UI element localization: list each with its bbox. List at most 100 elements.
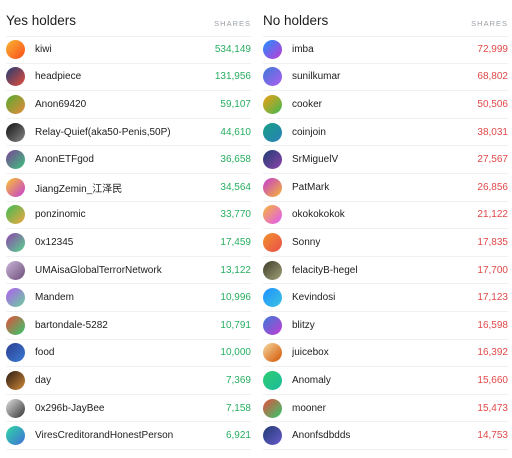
holder-name[interactable]: Anonfsdbdds [292, 430, 351, 442]
gradient-avatar[interactable] [6, 232, 25, 252]
gradient-avatar[interactable] [263, 370, 282, 390]
yes-holders-header: Yes holders SHARES [6, 0, 251, 36]
holder-row[interactable]: Kevindosi 17,123 [263, 284, 508, 312]
holder-name[interactable]: blitzy [292, 319, 315, 331]
holder-name[interactable]: UMAisaGlobalTerrorNetwork [35, 264, 162, 276]
holder-row[interactable]: day 7,369 [6, 367, 251, 395]
holder-shares: 14,753 [477, 430, 508, 442]
holder-row[interactable]: 0x12345 17,459 [6, 229, 251, 257]
holder-row[interactable]: felacityB-hegel 17,700 [263, 257, 508, 285]
photo-avatar[interactable] [263, 343, 282, 363]
holder-name[interactable]: 0x12345 [35, 236, 74, 248]
holder-shares: 17,459 [220, 236, 251, 248]
holder-row[interactable]: coinjoin 38,031 [263, 119, 508, 147]
holder-name[interactable]: bartondale-5282 [35, 319, 108, 331]
gradient-avatar[interactable] [263, 40, 282, 60]
holder-row[interactable]: sunilkumar 68,802 [263, 64, 508, 92]
gradient-avatar[interactable] [263, 398, 282, 418]
holder-name[interactable]: SrMiguelV [292, 154, 339, 166]
holder-name[interactable]: cooker [292, 98, 323, 110]
holder-name[interactable]: PatMark [292, 181, 330, 193]
holder-row[interactable]: JiangZemin_江泽民 34,564 [6, 174, 251, 202]
holder-row[interactable]: Anonfsdbdds 14,753 [263, 422, 508, 450]
gradient-avatar[interactable] [263, 67, 282, 87]
holder-shares: 10,996 [220, 292, 251, 304]
holder-name[interactable]: ponzinomic [35, 209, 86, 221]
gradient-avatar[interactable] [263, 426, 282, 446]
holder-name[interactable]: food [35, 347, 55, 359]
holder-name[interactable]: Anomaly [292, 374, 331, 386]
holder-shares: 7,158 [225, 402, 251, 414]
holder-row[interactable]: ponzinomic 33,770 [6, 202, 251, 230]
gradient-avatar[interactable] [6, 343, 25, 363]
holder-name[interactable]: okokokokok [292, 209, 345, 221]
gradient-avatar[interactable] [6, 205, 25, 225]
gradient-avatar[interactable] [263, 288, 282, 308]
holder-row[interactable]: Mandem 10,996 [6, 284, 251, 312]
holder-name[interactable]: Sonny [292, 236, 321, 248]
gradient-avatar[interactable] [6, 288, 25, 308]
holder-row[interactable]: Relay-Quief(aka50-Penis,50P) 44,610 [6, 119, 251, 147]
gradient-avatar[interactable] [263, 177, 282, 197]
holder-name[interactable]: imba [292, 44, 314, 56]
gradient-avatar[interactable] [263, 122, 282, 142]
holder-row[interactable]: SrMiguelV 27,567 [263, 146, 508, 174]
holder-row[interactable]: ViresCreditorandHonestPerson 6,921 [6, 422, 251, 450]
gradient-avatar[interactable] [263, 315, 282, 335]
holder-row[interactable]: juicebox 16,392 [263, 340, 508, 368]
gradient-avatar[interactable] [6, 150, 25, 170]
holder-row[interactable]: imba 72,999 [263, 36, 508, 64]
holder-shares: 15,473 [477, 402, 508, 414]
holder-row[interactable]: 0x296b-JayBee 7,158 [6, 395, 251, 423]
holder-row[interactable]: kiwi 534,149 [6, 36, 251, 64]
holder-row[interactable]: Anomaly 15,660 [263, 367, 508, 395]
gradient-avatar[interactable] [6, 67, 25, 87]
holder-row[interactable]: okokokokok 21,122 [263, 202, 508, 230]
holder-row[interactable]: PatMark 26,856 [263, 174, 508, 202]
holder-name[interactable]: headpiece [35, 71, 82, 83]
no-holders-column: No holders SHARES imba 72,999 sunilkumar 68… [263, 0, 508, 450]
holder-name[interactable]: Relay-Quief(aka50-Penis,50P) [35, 126, 171, 138]
photo-avatar[interactable] [6, 260, 25, 280]
holder-name[interactable]: Anon69420 [35, 98, 87, 110]
holder-name[interactable]: juicebox [292, 347, 329, 359]
holder-row[interactable]: AnonETFgod 36,658 [6, 146, 251, 174]
gradient-avatar[interactable] [6, 315, 25, 335]
gradient-avatar[interactable] [6, 40, 25, 60]
holder-shares: 13,122 [220, 264, 251, 276]
holder-name[interactable]: day [35, 374, 52, 386]
holder-name[interactable]: Kevindosi [292, 292, 336, 304]
photo-avatar[interactable] [6, 370, 25, 390]
photo-avatar[interactable] [263, 260, 282, 280]
photo-avatar[interactable] [6, 398, 25, 418]
holder-shares: 17,123 [477, 292, 508, 304]
gradient-avatar[interactable] [263, 232, 282, 252]
holder-name[interactable]: mooner [292, 402, 326, 414]
holder-name[interactable]: Mandem [35, 292, 74, 304]
holder-name[interactable]: kiwi [35, 44, 52, 56]
holder-shares: 59,107 [220, 98, 251, 110]
holder-row[interactable]: Anon69420 59,107 [6, 91, 251, 119]
gradient-avatar[interactable] [6, 94, 25, 114]
gradient-avatar[interactable] [6, 426, 25, 446]
holder-row[interactable]: Sonny 17,835 [263, 229, 508, 257]
holder-name[interactable]: felacityB-hegel [292, 264, 358, 276]
holder-row[interactable]: bartondale-5282 10,791 [6, 312, 251, 340]
holder-row[interactable]: headpiece 131,956 [6, 64, 251, 92]
holder-row[interactable]: mooner 15,473 [263, 395, 508, 423]
holder-name[interactable]: coinjoin [292, 126, 326, 138]
gradient-avatar[interactable] [263, 94, 282, 114]
gradient-avatar[interactable] [263, 205, 282, 225]
holder-name[interactable]: JiangZemin_江泽民 [35, 183, 123, 195]
gradient-avatar[interactable] [6, 177, 25, 197]
holder-row[interactable]: cooker 50,506 [263, 91, 508, 119]
holder-row[interactable]: blitzy 16,598 [263, 312, 508, 340]
holder-name[interactable]: 0x296b-JayBee [35, 402, 105, 414]
holder-name[interactable]: AnonETFgod [35, 154, 94, 166]
photo-avatar[interactable] [6, 122, 25, 142]
gradient-avatar[interactable] [263, 150, 282, 170]
holder-name[interactable]: ViresCreditorandHonestPerson [35, 430, 174, 442]
holder-row[interactable]: food 10,000 [6, 340, 251, 368]
holder-row[interactable]: UMAisaGlobalTerrorNetwork 13,122 [6, 257, 251, 285]
holder-name[interactable]: sunilkumar [292, 71, 341, 83]
